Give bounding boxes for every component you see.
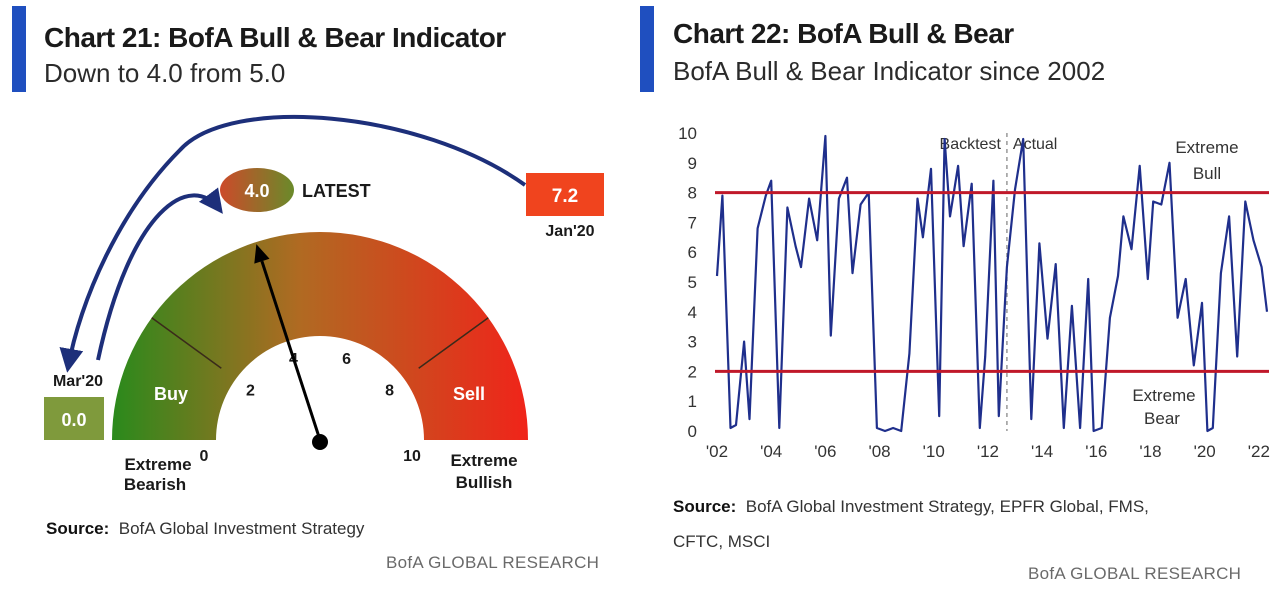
extreme-bull-label-line2: Bull [1193,164,1221,183]
y-tick-label: 7 [688,213,697,232]
latest-value: 4.0 [244,181,269,201]
x-tick-label: '16 [1085,442,1107,461]
y-tick-label: 9 [688,154,697,173]
x-tick-label: '18 [1139,442,1161,461]
y-tick-label: 2 [688,362,697,381]
gauge-tick-label: 8 [385,382,394,399]
jan20-to-mar20-arrow [59,114,527,373]
actual-label: Actual [1013,136,1057,153]
accent-bar [640,6,654,92]
backtest-label: Backtest [940,136,1002,153]
extreme-bearish-line1: Extreme [124,455,191,474]
gauge-needle-head [254,244,270,264]
y-tick-label: 8 [688,184,697,203]
extreme-bullish-line1: Extreme [450,451,517,470]
extreme-bearish-line2: Bearish [124,475,186,494]
mar20-value: 0.0 [61,410,86,430]
sell-zone-label: Sell [453,384,485,404]
gauge-tick-label: 0 [200,448,209,465]
latest-caption: LATEST [302,181,371,201]
extreme-bear-label-line2: Bear [1144,409,1180,428]
bull-bear-series-line [715,134,1269,433]
gauge-chart: Buy Sell 0246810 4.0 LATEST 7.2 Jan'20 M… [44,114,604,494]
x-tick-label: '20 [1194,442,1216,461]
jan20-value: 7.2 [552,186,578,207]
x-tick-label: '14 [1031,442,1053,461]
extreme-bull-label-line1: Extreme [1175,138,1238,157]
source-text: BofA Global Investment Strategy [118,519,365,538]
buy-zone-label: Buy [154,384,188,404]
chart-22-panel: Chart 22: BofA Bull & Bear BofA Bull & B… [640,0,1280,599]
extreme-bullish-line2: Bullish [456,473,513,492]
chart-21-source: Source: BofA Global Investment Strategy [46,519,364,539]
x-tick-label: '08 [868,442,890,461]
y-axis-tick-labels: 0 1 2 3 4 5 6 7 8 9 10 [678,124,697,441]
y-tick-label: 0 [688,422,697,441]
chart-22-source-line2: CFTC, MSCI [673,532,771,551]
gauge-needle [260,260,322,441]
gauge-tick-label: 2 [246,382,255,399]
chart-22-subtitle: BofA Bull & Bear Indicator since 2002 [673,56,1106,86]
y-tick-label: 1 [688,392,697,411]
x-tick-label: '22 [1248,442,1270,461]
y-tick-label: 10 [678,124,697,143]
buy-zone-divider [151,317,222,369]
y-tick-label: 4 [688,303,697,322]
sell-zone-divider [418,317,489,369]
y-tick-label: 3 [688,333,697,352]
jan20-date: Jan'20 [545,223,594,240]
mar20-to-latest-arrow [96,187,223,361]
source-label: Source: [673,497,737,516]
gauge-arc [112,232,528,440]
x-tick-label: '10 [923,442,945,461]
chart-22-brand: BofA GLOBAL RESEARCH [1028,564,1242,583]
source-label: Source: [46,519,110,538]
x-tick-label: '12 [977,442,999,461]
mar20-badge [44,397,104,440]
accent-bar [12,6,26,92]
chart-22-title: Chart 22: BofA Bull & Bear [673,18,1014,49]
jan20-badge [526,173,604,216]
source-text: BofA Global Investment Strategy, EPFR Gl… [745,497,1149,516]
latest-badge [220,168,294,212]
chart-22-source-line1: Source: BofA Global Investment Strategy,… [673,497,1149,517]
y-tick-label: 6 [688,243,697,262]
extreme-bear-label-line1: Extreme [1132,386,1195,405]
y-tick-label: 5 [688,273,697,292]
chart-21-title: Chart 21: BofA Bull & Bear Indicator [44,22,506,53]
gauge-tick-label: 6 [342,351,351,368]
x-axis-tick-labels: '02 '04 '06 '08 '10 '12 '14 '16 '18 '20 '22 [706,442,1270,461]
chart-21-brand: BofA GLOBAL RESEARCH [386,553,600,572]
line-chart: 0 1 2 3 4 5 6 7 8 9 10 '02 '04 '06 '08 '10 '12 '14 '16 '18… [678,124,1270,461]
chart-21-subtitle: Down to 4.0 from 5.0 [44,58,286,88]
x-tick-label: '06 [814,442,836,461]
mar20-date: Mar'20 [53,373,103,390]
x-tick-label: '04 [760,442,782,461]
gauge-tick-label: 10 [403,448,421,465]
x-tick-label: '02 [706,442,728,461]
chart-21-panel: Chart 21: BofA Bull & Bear Indicator Dow… [12,6,604,572]
needle-pivot [312,434,328,450]
